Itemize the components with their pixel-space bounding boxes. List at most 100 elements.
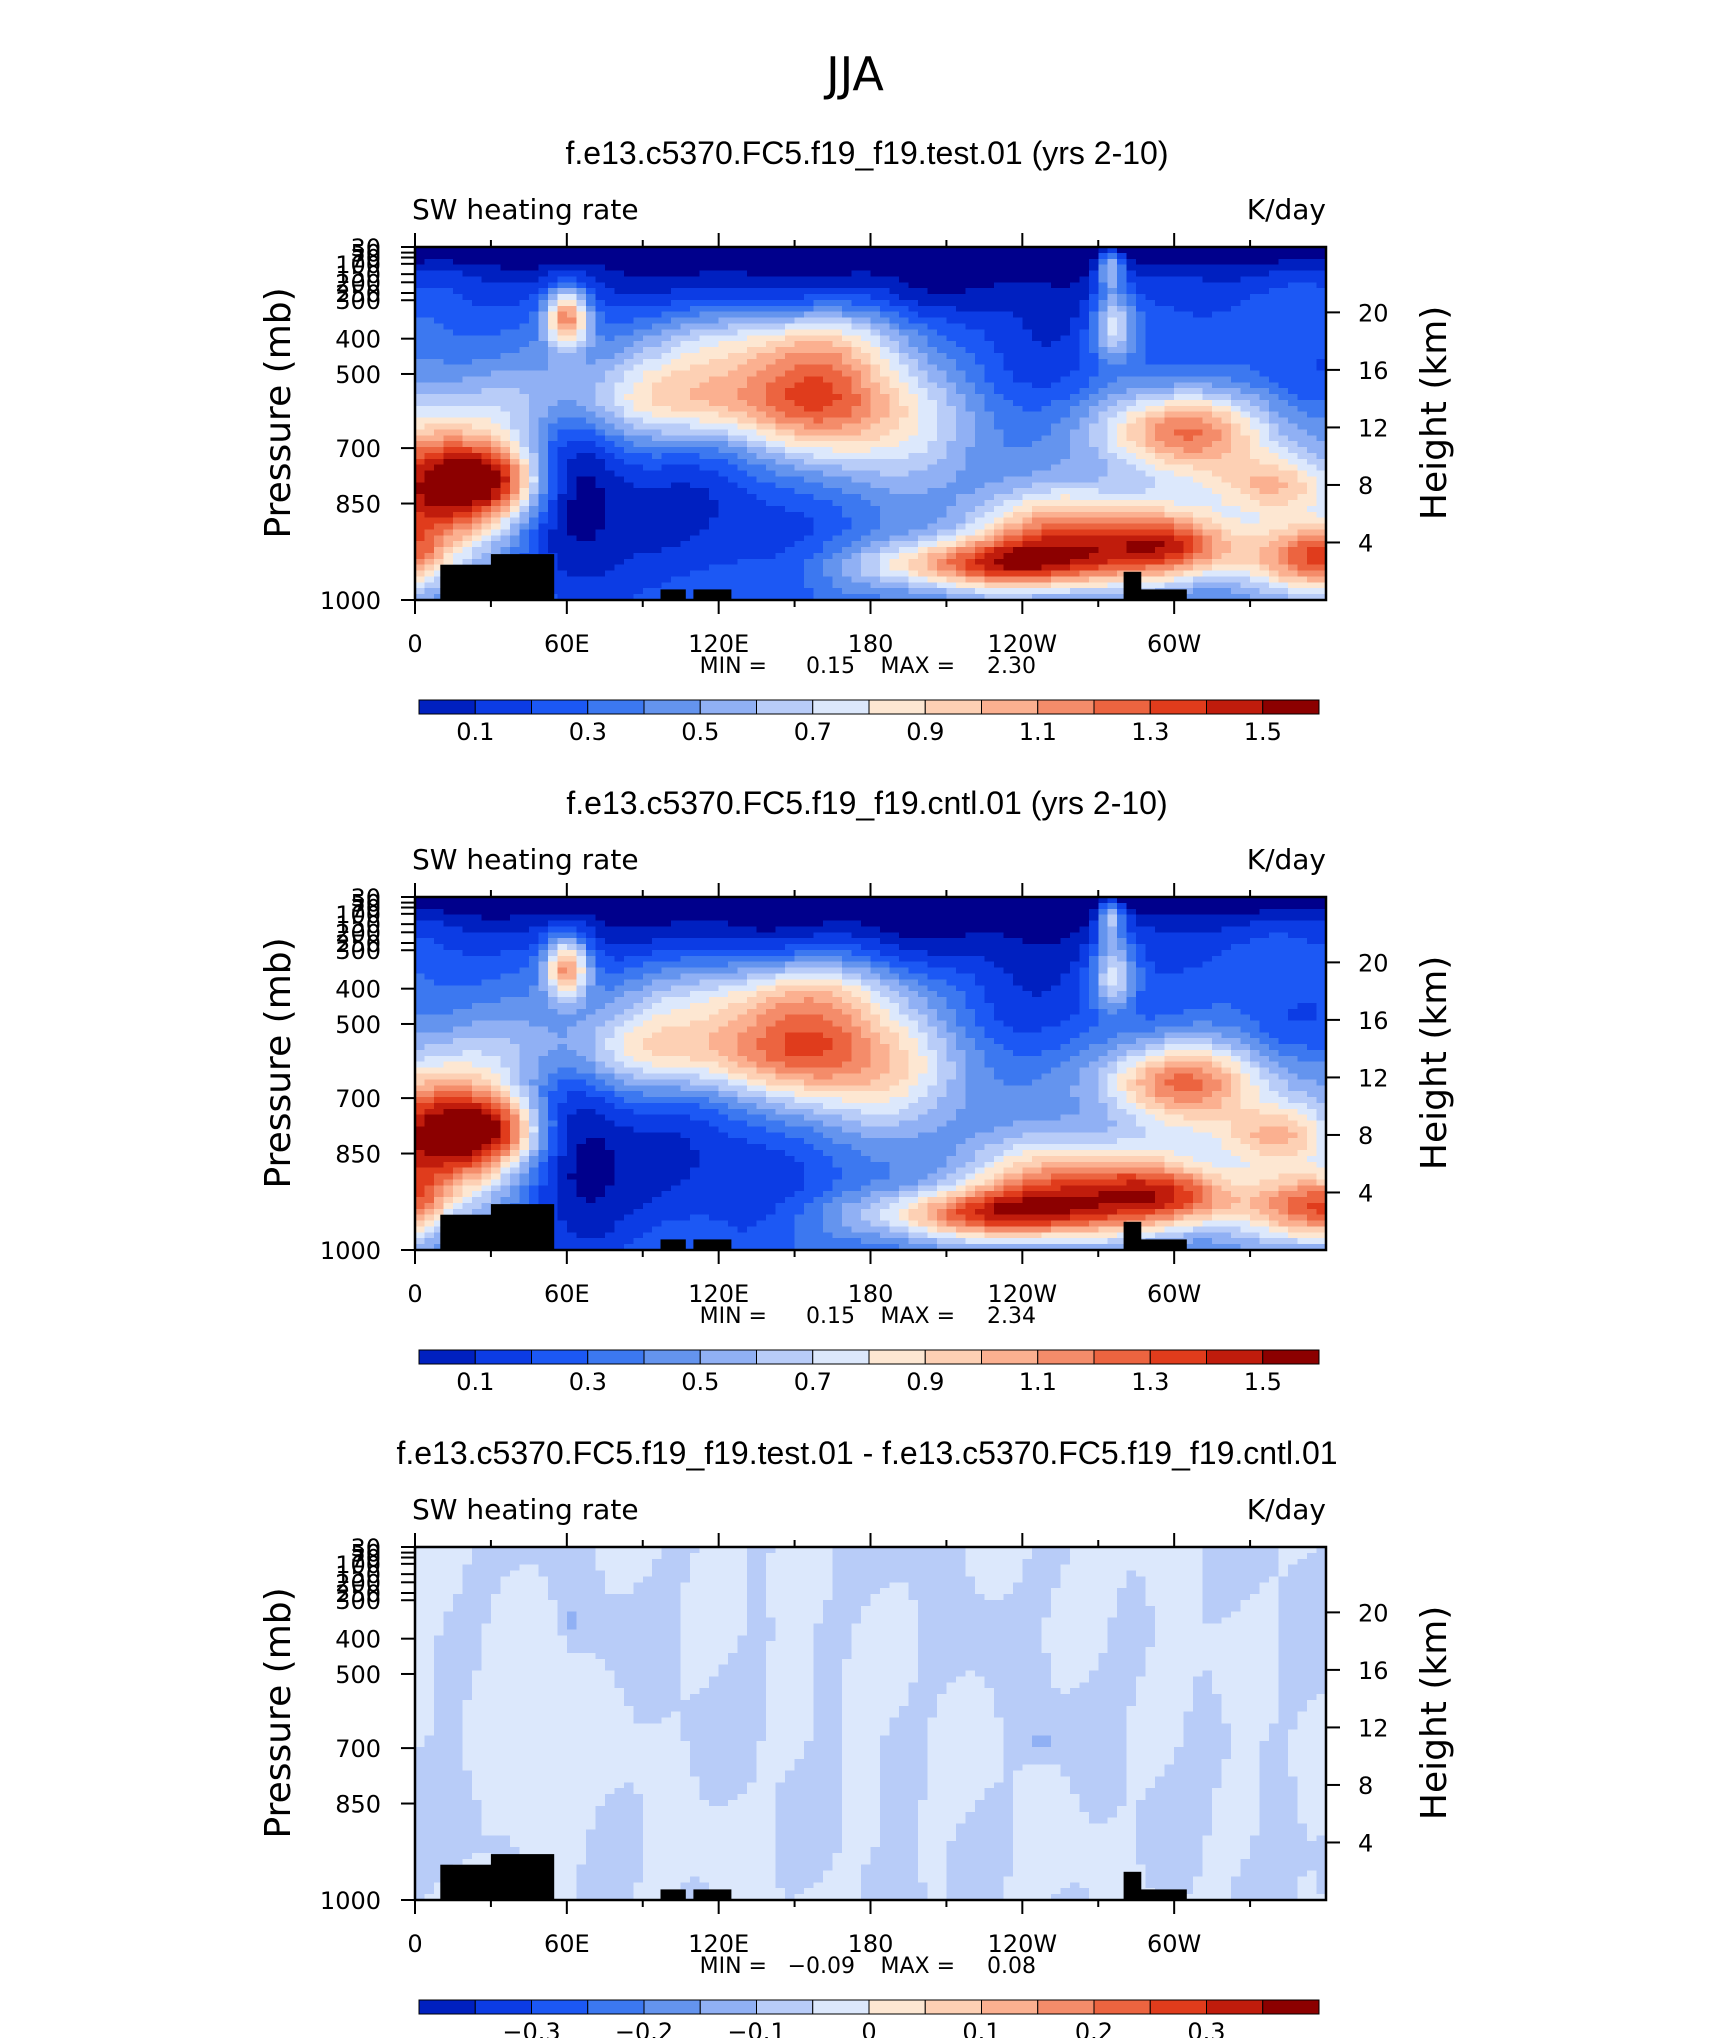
contour-cell: [1212, 288, 1223, 295]
contour-cell: [785, 394, 796, 401]
contour-cell: [1193, 482, 1204, 489]
contour-cell: [538, 335, 549, 342]
contour-cell: [1012, 511, 1023, 519]
contour-cell: [889, 376, 900, 383]
contour-cell: [747, 458, 758, 466]
contour-cell: [785, 370, 796, 378]
contour-cell: [766, 523, 777, 530]
contour-cell: [652, 547, 663, 554]
contour-cell: [1250, 382, 1261, 389]
contour-cell: [490, 370, 502, 378]
contour-cell: [1117, 399, 1128, 407]
contour-cell: [1079, 311, 1090, 319]
contour-cell: [595, 358, 606, 366]
contour-cell: [1107, 452, 1118, 460]
contour-cell: [955, 388, 966, 395]
contour-cell: [1022, 423, 1033, 430]
contour-cell: [1098, 299, 1109, 307]
contour-cell: [1050, 435, 1061, 442]
contour-cell: [1212, 517, 1223, 525]
contour-cell: [1079, 535, 1090, 542]
contour-cell: [718, 452, 729, 460]
contour-cell: [1012, 429, 1023, 436]
contour-cell: [1031, 258, 1042, 266]
contour-cell: [566, 294, 577, 301]
contour-cell: [671, 258, 682, 266]
contour-cell: [1126, 358, 1137, 366]
contour-cell: [462, 417, 473, 425]
contour-cell: [1240, 376, 1251, 383]
contour-cell: [974, 258, 985, 266]
contour-cell: [1174, 305, 1185, 313]
contour-cell: [1221, 499, 1232, 507]
contour-cell: [1136, 399, 1147, 407]
contour-cell: [984, 411, 995, 419]
contour-cell: [1088, 535, 1099, 542]
contour-cell: [737, 335, 748, 342]
contour-cell: [1297, 505, 1308, 513]
contour-cell: [974, 376, 985, 383]
contour-cell: [471, 458, 483, 466]
contour-cell: [481, 376, 492, 383]
contour-cell: [1288, 358, 1299, 366]
contour-cell: [557, 270, 568, 278]
contour-cell: [415, 441, 426, 448]
contour-cell: [1060, 423, 1071, 430]
contour-cell: [861, 252, 872, 260]
contour-cell: [1278, 294, 1289, 301]
contour-cell: [766, 341, 777, 348]
contour-cell: [879, 423, 891, 430]
contour-cell: [946, 464, 957, 472]
contour-cell: [415, 547, 426, 554]
contour-cell: [424, 335, 435, 342]
contour-cell: [1031, 452, 1042, 460]
contour-cell: [557, 299, 568, 307]
contour-cell: [870, 411, 881, 419]
contour-cell: [1126, 270, 1137, 278]
contour-cell: [832, 294, 843, 301]
contour-cell: [690, 470, 701, 478]
contour-cell: [737, 382, 748, 389]
contour-cell: [1079, 488, 1090, 495]
contour-cell: [1060, 488, 1071, 495]
contour-cell: [766, 417, 777, 425]
contour-cell: [1050, 458, 1061, 466]
contour-cell: [756, 505, 767, 513]
contour-cell: [528, 264, 539, 272]
contour-cell: [1012, 464, 1023, 472]
contour-cell: [1164, 299, 1175, 307]
contour-cell: [908, 488, 919, 495]
contour-cell: [557, 429, 568, 436]
contour-cell: [1307, 535, 1318, 542]
contour-cell: [1316, 547, 1327, 554]
contour-cell: [623, 411, 634, 419]
contour-cell: [861, 458, 872, 466]
contour-cell: [851, 394, 862, 401]
contour-cell: [813, 441, 824, 448]
contour-cell: [1250, 417, 1261, 425]
contour-cell: [1278, 464, 1289, 472]
contour-cell: [794, 470, 805, 478]
contour-cell: [1136, 423, 1147, 430]
contour-cell: [766, 547, 777, 554]
contour-cell: [519, 464, 530, 472]
contour-cell: [823, 464, 834, 472]
contour-cell: [747, 417, 758, 425]
contour-cell: [661, 288, 672, 295]
contour-cell: [1107, 482, 1118, 489]
contour-cell: [652, 264, 663, 272]
contour-cell: [547, 411, 558, 419]
contour-cell: [500, 258, 511, 266]
contour-cell: [509, 335, 520, 342]
contour-cell: [481, 294, 492, 301]
contour-cell: [1012, 247, 1023, 254]
contour-cell: [424, 294, 435, 301]
contour-cell: [870, 458, 881, 466]
contour-cell: [917, 341, 929, 348]
contour-cell: [842, 405, 853, 413]
contour-cell: [500, 535, 511, 542]
contour-cell: [832, 376, 843, 383]
contour-cell: [1250, 394, 1261, 401]
contour-cell: [898, 464, 910, 472]
